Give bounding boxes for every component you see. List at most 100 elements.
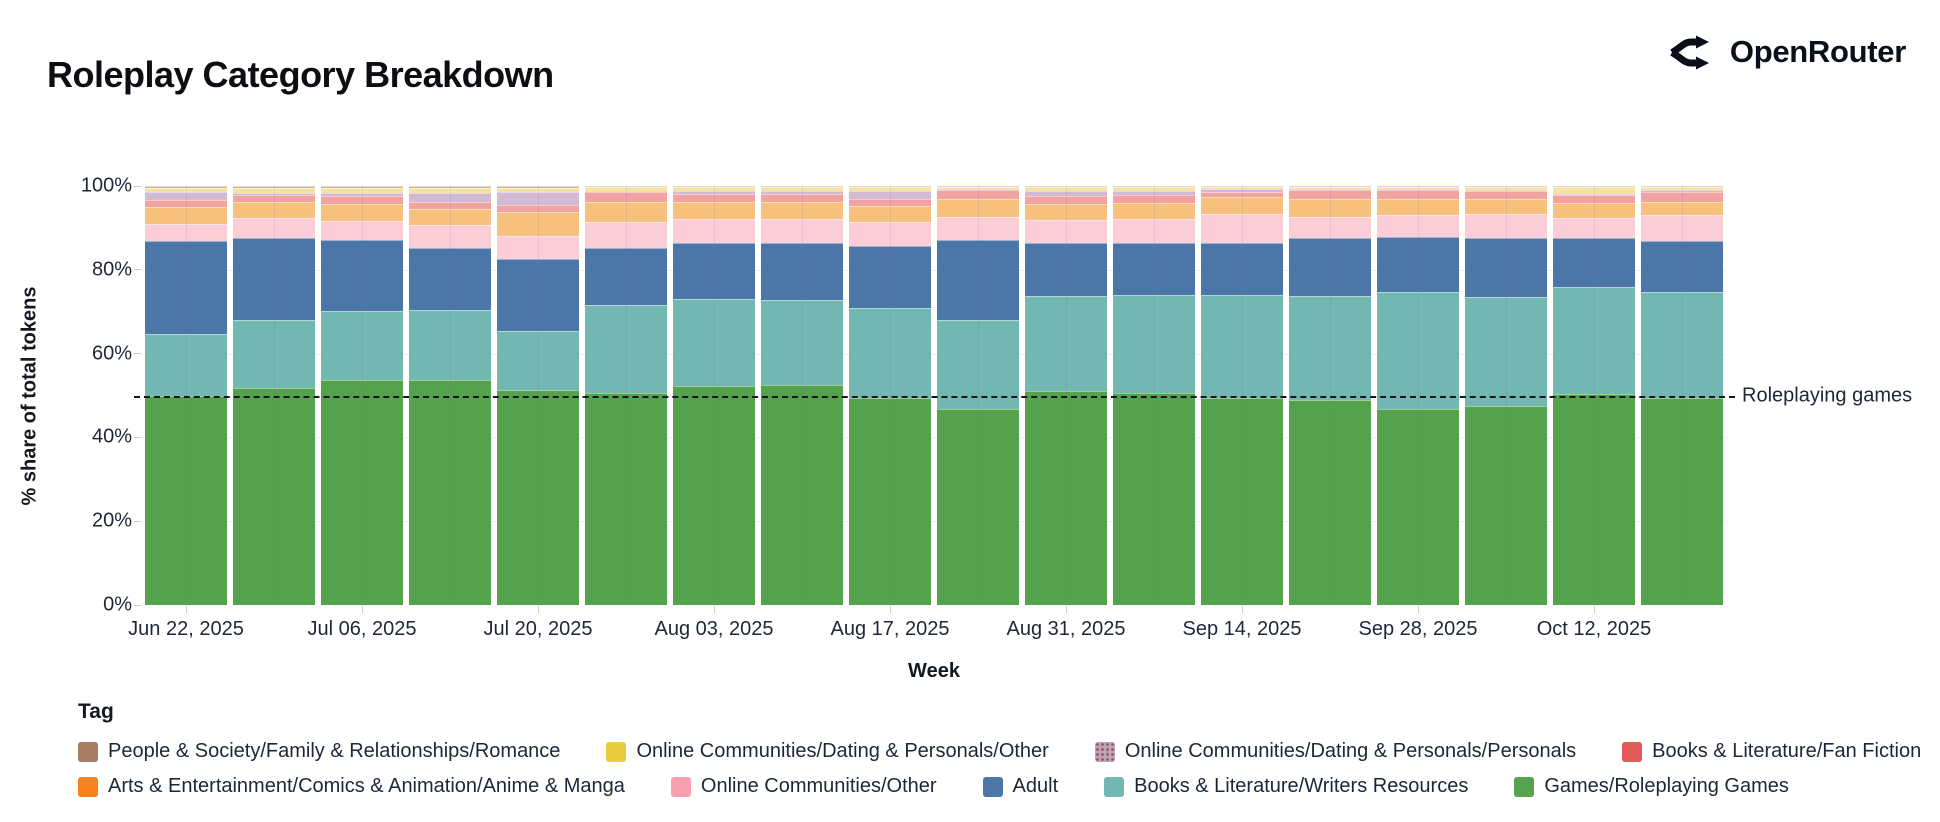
segment-online-communities-dating-personals-personals[interactable]	[232, 192, 315, 196]
bar-aug-31-2025[interactable]	[1025, 186, 1107, 605]
legend-item-people-society-family-relationships-romance[interactable]: People & Society/Family & Relationships/…	[78, 740, 560, 763]
segment-games-roleplaying-games[interactable]	[232, 388, 315, 605]
segment-adult[interactable]	[496, 259, 579, 332]
segment-arts-entertainment-comics-animation-anime-manga[interactable]	[1113, 202, 1195, 219]
segment-online-communities-dating-personals-personals[interactable]	[1552, 193, 1635, 196]
segment-arts-entertainment-comics-animation-anime-manga[interactable]	[1552, 203, 1635, 219]
bar-jun-22-2025[interactable]	[145, 186, 227, 605]
segment-books-literature-writers-resources[interactable]	[1641, 291, 1723, 399]
segment-arts-entertainment-comics-animation-anime-manga[interactable]	[408, 208, 491, 225]
segment-books-literature-fan-fiction[interactable]	[937, 190, 1019, 200]
segment-online-communities-other[interactable]	[320, 220, 403, 240]
segment-books-literature-fan-fiction[interactable]	[1113, 194, 1195, 203]
segment-adult[interactable]	[848, 245, 931, 308]
segment-people-society-family-relationships-romance[interactable]	[1113, 186, 1195, 188]
segment-online-communities-other[interactable]	[937, 217, 1019, 241]
segment-online-communities-dating-personals-other[interactable]	[761, 187, 843, 191]
segment-games-roleplaying-games[interactable]	[1025, 391, 1107, 605]
bar-oct-12-2025[interactable]	[1552, 186, 1635, 605]
segment-books-literature-writers-resources[interactable]	[145, 333, 227, 396]
segment-online-communities-dating-personals-other[interactable]	[585, 187, 667, 192]
segment-adult[interactable]	[672, 243, 755, 299]
segment-arts-entertainment-comics-animation-anime-manga[interactable]	[320, 204, 403, 221]
segment-online-communities-dating-personals-other[interactable]	[1113, 187, 1195, 191]
segment-online-communities-dating-personals-personals[interactable]	[937, 189, 1019, 191]
segment-books-literature-writers-resources[interactable]	[1025, 296, 1107, 392]
segment-games-roleplaying-games[interactable]	[672, 386, 755, 605]
segment-people-society-family-relationships-romance[interactable]	[145, 186, 227, 189]
segment-online-communities-dating-personals-other[interactable]	[1641, 187, 1723, 190]
segment-books-literature-fan-fiction[interactable]	[672, 194, 755, 203]
legend-item-books-literature-fan-fiction[interactable]: Books & Literature/Fan Fiction	[1622, 740, 1921, 763]
segment-arts-entertainment-comics-animation-anime-manga[interactable]	[585, 202, 667, 222]
segment-arts-entertainment-comics-animation-anime-manga[interactable]	[1641, 201, 1723, 216]
segment-games-roleplaying-games[interactable]	[320, 379, 403, 605]
segment-books-literature-writers-resources[interactable]	[1377, 291, 1459, 409]
legend-item-games-roleplaying-games[interactable]: Games/Roleplaying Games	[1514, 775, 1789, 798]
segment-online-communities-other[interactable]	[1200, 213, 1283, 243]
segment-adult[interactable]	[1113, 242, 1195, 295]
segment-books-literature-writers-resources[interactable]	[761, 300, 843, 385]
segment-people-society-family-relationships-romance[interactable]	[848, 186, 931, 188]
legend-item-online-communities-dating-personals-personals[interactable]: Online Communities/Dating & Personals/Pe…	[1094, 740, 1576, 763]
segment-online-communities-dating-personals-personals[interactable]	[1200, 189, 1283, 192]
segment-adult[interactable]	[1200, 242, 1283, 296]
segment-games-roleplaying-games[interactable]	[1289, 399, 1371, 605]
segment-books-literature-fan-fiction[interactable]	[1552, 195, 1635, 204]
segment-books-literature-fan-fiction[interactable]	[1641, 191, 1723, 202]
segment-books-literature-fan-fiction[interactable]	[1377, 190, 1459, 199]
segment-online-communities-dating-personals-personals[interactable]	[585, 191, 667, 193]
segment-people-society-family-relationships-romance[interactable]	[585, 186, 667, 188]
segment-books-literature-writers-resources[interactable]	[1552, 286, 1635, 394]
segment-people-society-family-relationships-romance[interactable]	[320, 186, 403, 188]
segment-people-society-family-relationships-romance[interactable]	[1025, 186, 1107, 188]
segment-people-society-family-relationships-romance[interactable]	[1289, 186, 1371, 188]
segment-people-society-family-relationships-romance[interactable]	[1200, 186, 1283, 188]
segment-online-communities-other[interactable]	[1113, 218, 1195, 243]
segment-games-roleplaying-games[interactable]	[496, 389, 579, 605]
segment-adult[interactable]	[937, 240, 1019, 321]
segment-books-literature-writers-resources[interactable]	[1200, 295, 1283, 398]
segment-people-society-family-relationships-romance[interactable]	[1377, 186, 1459, 188]
legend-item-adult[interactable]: Adult	[982, 775, 1058, 798]
bar-sep-07-2025[interactable]	[1113, 186, 1195, 605]
segment-adult[interactable]	[1641, 241, 1723, 292]
segment-games-roleplaying-games[interactable]	[1377, 408, 1459, 605]
segment-games-roleplaying-games[interactable]	[1641, 398, 1723, 605]
segment-adult[interactable]	[1552, 237, 1635, 287]
segment-online-communities-other[interactable]	[585, 221, 667, 249]
segment-online-communities-dating-personals-personals[interactable]	[408, 193, 491, 202]
segment-online-communities-other[interactable]	[1641, 215, 1723, 242]
segment-online-communities-other[interactable]	[145, 224, 227, 241]
segment-people-society-family-relationships-romance[interactable]	[1552, 186, 1635, 188]
legend-item-arts-entertainment-comics-animation-anime-manga[interactable]: Arts & Entertainment/Comics & Animation/…	[78, 775, 625, 798]
legend-item-books-literature-writers-resources[interactable]: Books & Literature/Writers Resources	[1104, 775, 1468, 798]
segment-online-communities-dating-personals-other[interactable]	[1025, 187, 1107, 192]
segment-adult[interactable]	[761, 243, 843, 301]
segment-online-communities-other[interactable]	[1465, 213, 1547, 238]
segment-books-literature-fan-fiction[interactable]	[1465, 190, 1547, 199]
segment-online-communities-other[interactable]	[672, 218, 755, 244]
segment-adult[interactable]	[408, 247, 491, 310]
segment-online-communities-dating-personals-personals[interactable]	[1465, 189, 1547, 191]
segment-arts-entertainment-comics-animation-anime-manga[interactable]	[848, 205, 931, 222]
segment-online-communities-other[interactable]	[761, 218, 843, 244]
segment-books-literature-fan-fiction[interactable]	[320, 196, 403, 205]
segment-online-communities-dating-personals-personals[interactable]	[1289, 188, 1371, 191]
segment-books-literature-fan-fiction[interactable]	[232, 195, 315, 202]
segment-books-literature-writers-resources[interactable]	[320, 311, 403, 380]
segment-online-communities-dating-personals-personals[interactable]	[496, 192, 579, 205]
segment-games-roleplaying-games[interactable]	[761, 384, 843, 605]
segment-games-roleplaying-games[interactable]	[585, 393, 667, 605]
segment-online-communities-dating-personals-other[interactable]	[1289, 187, 1371, 189]
legend-item-online-communities-other[interactable]: Online Communities/Other	[670, 775, 937, 798]
segment-people-society-family-relationships-romance[interactable]	[496, 186, 579, 189]
segment-people-society-family-relationships-romance[interactable]	[937, 186, 1019, 188]
segment-arts-entertainment-comics-animation-anime-manga[interactable]	[496, 211, 579, 236]
segment-online-communities-dating-personals-personals[interactable]	[1377, 189, 1459, 191]
segment-online-communities-dating-personals-other[interactable]	[1200, 187, 1283, 189]
segment-books-literature-writers-resources[interactable]	[937, 320, 1019, 409]
segment-online-communities-dating-personals-other[interactable]	[848, 187, 931, 191]
segment-online-communities-other[interactable]	[408, 224, 491, 248]
segment-online-communities-dating-personals-other[interactable]	[145, 188, 227, 193]
